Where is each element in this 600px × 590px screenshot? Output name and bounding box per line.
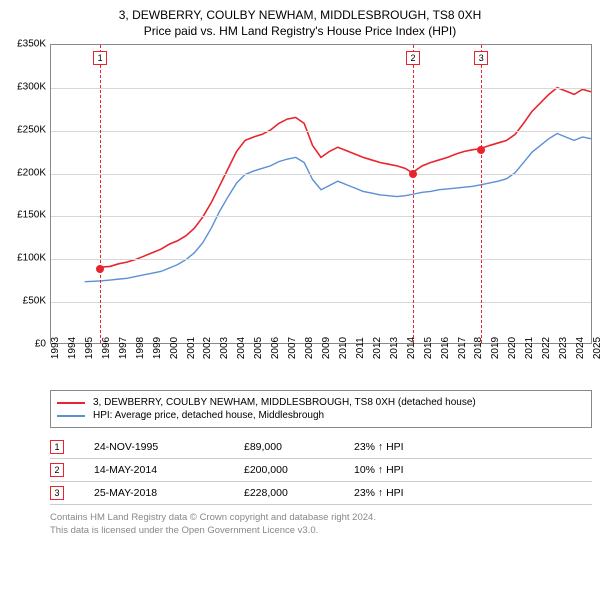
y-tick-label: £0 bbox=[35, 339, 46, 350]
x-axis: 1993199419951996199719981999200020012002… bbox=[50, 344, 592, 384]
x-tick-label: 1993 bbox=[50, 337, 61, 359]
x-tick-label: 2020 bbox=[507, 337, 518, 359]
legend: 3, DEWBERRY, COULBY NEWHAM, MIDDLESBROUG… bbox=[50, 390, 592, 428]
sale-dot bbox=[409, 170, 417, 178]
x-tick-label: 2010 bbox=[338, 337, 349, 359]
x-tick-label: 2009 bbox=[321, 337, 332, 359]
x-tick-label: 2015 bbox=[423, 337, 434, 359]
sale-marker-line bbox=[413, 45, 414, 343]
y-tick-label: £250K bbox=[17, 124, 46, 135]
legend-item: HPI: Average price, detached house, Midd… bbox=[57, 410, 585, 421]
x-tick-label: 1995 bbox=[84, 337, 95, 359]
x-tick-label: 2001 bbox=[186, 337, 197, 359]
sale-marker-box: 3 bbox=[474, 51, 488, 65]
sale-row-marker: 1 bbox=[50, 440, 64, 454]
legend-swatch bbox=[57, 402, 85, 404]
chart-container: 3, DEWBERRY, COULBY NEWHAM, MIDDLESBROUG… bbox=[8, 8, 592, 538]
x-tick-label: 2003 bbox=[219, 337, 230, 359]
sale-price: £200,000 bbox=[244, 464, 354, 476]
gridline bbox=[51, 302, 591, 303]
sale-dot bbox=[477, 146, 485, 154]
chart-svg bbox=[51, 45, 591, 343]
sale-row: 2 14-MAY-2014£200,00010% ↑ HPI bbox=[50, 459, 592, 482]
plot-area: £0£50K£100K£150K£200K£250K£300K£350K 123… bbox=[8, 44, 592, 384]
x-tick-label: 2008 bbox=[304, 337, 315, 359]
gridline bbox=[51, 216, 591, 217]
x-tick-label: 2021 bbox=[524, 337, 535, 359]
sale-price: £89,000 bbox=[244, 441, 354, 453]
y-tick-label: £200K bbox=[17, 167, 46, 178]
x-tick-label: 2006 bbox=[270, 337, 281, 359]
x-tick-label: 1997 bbox=[118, 337, 129, 359]
sale-marker-box: 1 bbox=[93, 51, 107, 65]
x-tick-label: 2016 bbox=[440, 337, 451, 359]
y-axis: £0£50K£100K£150K£200K£250K£300K£350K bbox=[8, 44, 50, 344]
x-tick-label: 1999 bbox=[152, 337, 163, 359]
gridline bbox=[51, 174, 591, 175]
x-tick-label: 1996 bbox=[101, 337, 112, 359]
x-tick-label: 2022 bbox=[541, 337, 552, 359]
series-property bbox=[100, 88, 591, 268]
x-tick-label: 2018 bbox=[473, 337, 484, 359]
x-tick-label: 2017 bbox=[457, 337, 468, 359]
sale-row-marker: 2 bbox=[50, 463, 64, 477]
sale-row-marker: 3 bbox=[50, 486, 64, 500]
legend-item: 3, DEWBERRY, COULBY NEWHAM, MIDDLESBROUG… bbox=[57, 397, 585, 408]
x-tick-label: 2013 bbox=[389, 337, 400, 359]
sale-marker-line bbox=[481, 45, 482, 343]
sale-dot bbox=[96, 265, 104, 273]
x-tick-label: 2005 bbox=[253, 337, 264, 359]
gridline bbox=[51, 88, 591, 89]
gridline bbox=[51, 259, 591, 260]
sale-marker-box: 2 bbox=[406, 51, 420, 65]
sales-table: 124-NOV-1995£89,00023% ↑ HPI214-MAY-2014… bbox=[50, 436, 592, 505]
x-tick-label: 1998 bbox=[135, 337, 146, 359]
footnote-line2: This data is licensed under the Open Gov… bbox=[50, 524, 592, 537]
x-tick-label: 1994 bbox=[67, 337, 78, 359]
sale-date: 14-MAY-2014 bbox=[94, 464, 244, 476]
sale-date: 25-MAY-2018 bbox=[94, 487, 244, 499]
y-tick-label: £150K bbox=[17, 210, 46, 221]
y-tick-label: £50K bbox=[23, 296, 46, 307]
sale-date: 24-NOV-1995 bbox=[94, 441, 244, 453]
x-tick-label: 2007 bbox=[287, 337, 298, 359]
title-subtitle: Price paid vs. HM Land Registry's House … bbox=[8, 24, 592, 38]
footnote-line1: Contains HM Land Registry data © Crown c… bbox=[50, 511, 592, 524]
x-tick-label: 2014 bbox=[406, 337, 417, 359]
footnote: Contains HM Land Registry data © Crown c… bbox=[50, 511, 592, 538]
sale-delta: 23% ↑ HPI bbox=[354, 441, 592, 453]
y-tick-label: £100K bbox=[17, 253, 46, 264]
sale-price: £228,000 bbox=[244, 487, 354, 499]
sale-row: 3 25-MAY-2018£228,00023% ↑ HPI bbox=[50, 482, 592, 505]
sale-delta: 10% ↑ HPI bbox=[354, 464, 592, 476]
y-tick-label: £300K bbox=[17, 81, 46, 92]
x-tick-label: 2000 bbox=[169, 337, 180, 359]
x-tick-label: 2023 bbox=[558, 337, 569, 359]
sale-marker-line bbox=[100, 45, 101, 343]
x-tick-label: 2024 bbox=[575, 337, 586, 359]
title-block: 3, DEWBERRY, COULBY NEWHAM, MIDDLESBROUG… bbox=[8, 8, 592, 38]
y-tick-label: £350K bbox=[17, 39, 46, 50]
title-address: 3, DEWBERRY, COULBY NEWHAM, MIDDLESBROUG… bbox=[8, 8, 592, 22]
sale-row: 1 24-NOV-1995£89,00023% ↑ HPI bbox=[50, 436, 592, 459]
x-tick-label: 2012 bbox=[372, 337, 383, 359]
chart-canvas: 1 2 3 bbox=[50, 44, 592, 344]
legend-label: HPI: Average price, detached house, Midd… bbox=[93, 410, 324, 421]
sale-delta: 23% ↑ HPI bbox=[354, 487, 592, 499]
x-tick-label: 2011 bbox=[355, 337, 366, 359]
x-tick-label: 2025 bbox=[592, 337, 600, 359]
x-tick-label: 2019 bbox=[490, 337, 501, 359]
legend-label: 3, DEWBERRY, COULBY NEWHAM, MIDDLESBROUG… bbox=[93, 397, 476, 408]
legend-swatch bbox=[57, 415, 85, 417]
x-tick-label: 2002 bbox=[202, 337, 213, 359]
x-tick-label: 2004 bbox=[236, 337, 247, 359]
gridline bbox=[51, 131, 591, 132]
